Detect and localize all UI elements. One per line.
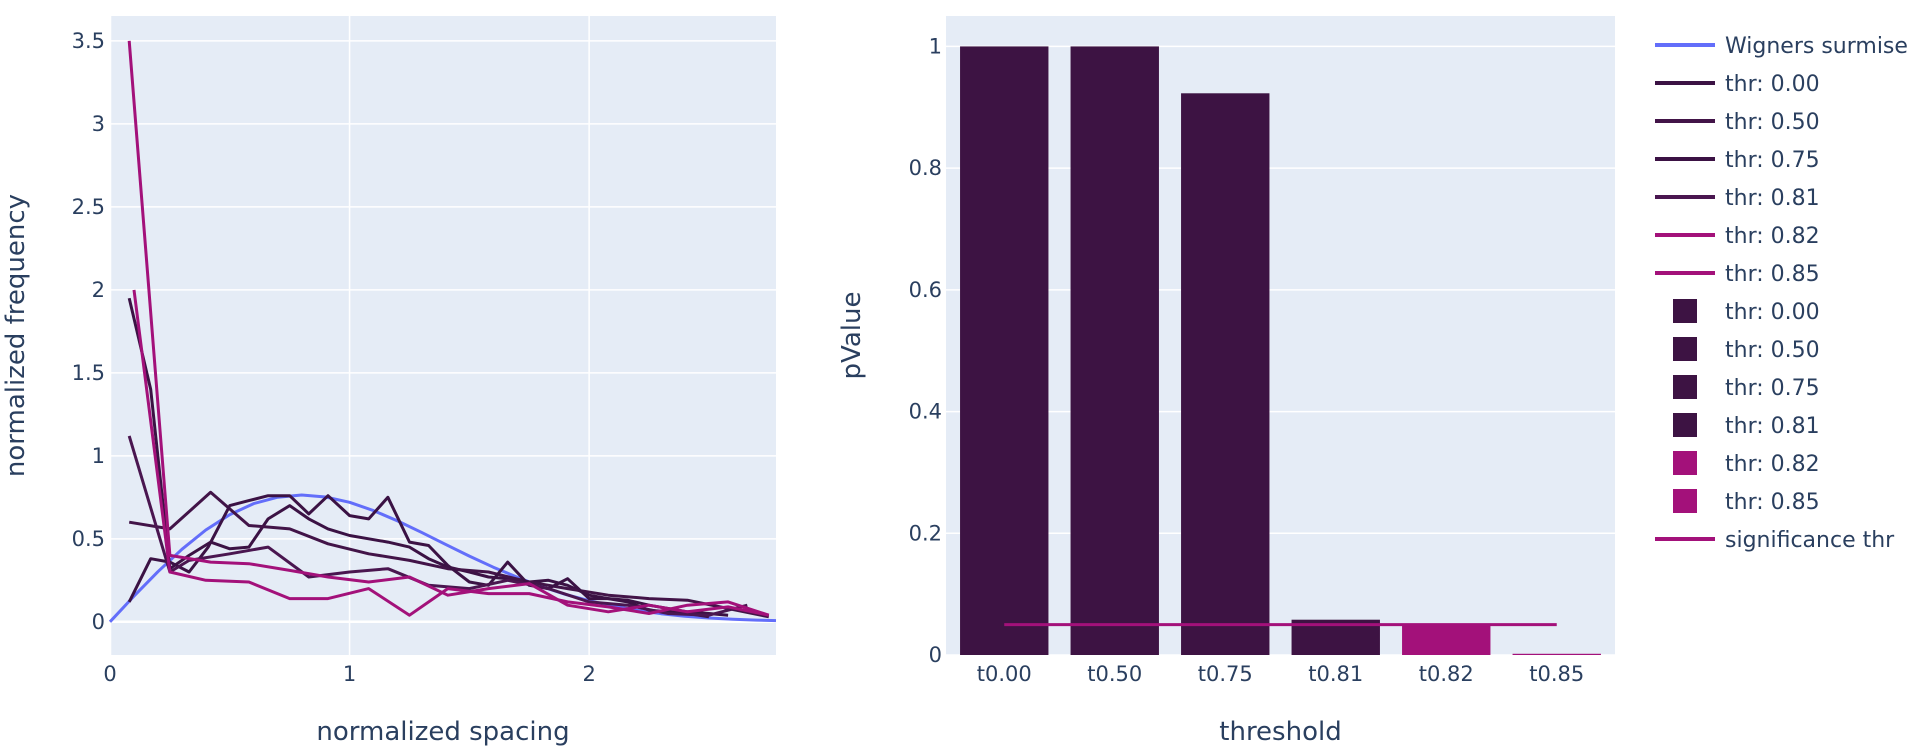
y-tick-label: 3.5: [72, 29, 105, 53]
y-axis-title: normalized frequency: [1, 194, 31, 477]
legend-item: thr: 0.50: [1673, 337, 1820, 363]
legend-square-swatch: [1673, 299, 1697, 323]
legend-square-swatch: [1673, 489, 1697, 513]
legend-item: thr: 0.00: [1673, 299, 1820, 325]
y-tick-label: 0: [929, 643, 942, 667]
y-tick-label: 1: [92, 444, 105, 468]
x-tick-label: 0: [103, 662, 116, 686]
legend-item: thr: 0.81: [1673, 413, 1820, 439]
legend-label: thr: 0.00: [1725, 72, 1820, 97]
legend-label: thr: 0.85: [1725, 490, 1820, 515]
legend-label: thr: 0.81: [1725, 414, 1820, 439]
legend-label: thr: 0.85: [1725, 262, 1820, 287]
legend-label: Wigners surmise: [1725, 34, 1908, 59]
y-axis-title: pValue: [837, 292, 867, 380]
pvalue-bar-plot: 0 0.2 0.4 0.6 0.8 1 t0.00 t0.50 t0.75 t0.81 t0.82 t…: [837, 16, 1615, 747]
legend-label: thr: 0.00: [1725, 300, 1820, 325]
y-tick-label: 1.5: [72, 361, 105, 385]
x-tick-label: t0.75: [1198, 662, 1253, 686]
plot-area: [110, 16, 776, 655]
legend-label: thr: 0.81: [1725, 186, 1820, 211]
legend-label: thr: 0.75: [1725, 148, 1820, 173]
y-tick-label: 0.8: [909, 156, 942, 180]
legend-item: thr: 0.50: [1655, 110, 1820, 135]
x-axis-title: normalized spacing: [316, 717, 569, 747]
y-tick-label: 0.4: [909, 400, 942, 424]
series-line-1: [127, 297, 729, 617]
bar-t0.00: [960, 46, 1049, 655]
x-tick-label: 1: [343, 662, 356, 686]
y-tick-label: 0.6: [909, 278, 942, 302]
series-line-6: [127, 40, 770, 617]
legend-label: thr: 0.75: [1725, 376, 1820, 401]
legend: Wigners surmise thr: 0.00 thr: 0.50 thr: 0.…: [1655, 34, 1908, 553]
plot-area: [946, 16, 1615, 655]
y-tick-label: 0.5: [72, 527, 105, 551]
series-line-2: [128, 490, 770, 619]
legend-label: thr: 0.50: [1725, 338, 1820, 363]
y-tick-label: 2.5: [72, 195, 105, 219]
legend-label: thr: 0.82: [1725, 224, 1820, 249]
series-line-5: [132, 289, 770, 617]
legend-item: thr: 0.00: [1655, 72, 1820, 97]
y-tick-label: 1: [929, 34, 942, 58]
legend-square-swatch: [1673, 375, 1697, 399]
y-tick-label: 2: [92, 278, 105, 302]
series-line-3: [127, 494, 710, 619]
legend-item: thr: 0.85: [1655, 262, 1820, 287]
x-tick-label: 2: [582, 662, 595, 686]
bar-t0.75: [1181, 93, 1270, 655]
legend-item: significance thr: [1655, 528, 1895, 553]
legend-item: thr: 0.82: [1673, 451, 1820, 477]
x-tick-label: t0.00: [977, 662, 1032, 686]
legend-item: thr: 0.81: [1655, 186, 1820, 211]
bar-t0.85: [1512, 653, 1601, 655]
x-tick-label: t0.82: [1419, 662, 1474, 686]
y-tick-label: 0.2: [909, 521, 942, 545]
legend-item: thr: 0.75: [1673, 375, 1820, 401]
x-tick-label: t0.50: [1087, 662, 1142, 686]
y-tick-label: 3: [92, 112, 105, 136]
legend-item: Wigners surmise: [1655, 34, 1908, 59]
legend-item: thr: 0.82: [1655, 224, 1820, 249]
legend-square-swatch: [1673, 413, 1697, 437]
legend-label: significance thr: [1725, 528, 1895, 553]
legend-square-swatch: [1673, 337, 1697, 361]
legend-item: thr: 0.75: [1655, 148, 1820, 173]
spacing-distribution-plot: 0 1 2 0 0.5 1 1.5 2 2.5 3 3.5 normalized spacing nor…: [1, 16, 777, 747]
legend-square-swatch: [1673, 451, 1697, 475]
legend-label: thr: 0.82: [1725, 452, 1820, 477]
x-axis-title: threshold: [1219, 717, 1341, 747]
y-tick-label: 0: [92, 610, 105, 634]
x-tick-label: t0.85: [1529, 662, 1584, 686]
legend-label: thr: 0.50: [1725, 110, 1820, 135]
x-tick-label: t0.81: [1308, 662, 1363, 686]
bar-t0.50: [1070, 46, 1159, 655]
legend-item: thr: 0.85: [1673, 489, 1820, 515]
bar-t0.82: [1402, 624, 1491, 655]
